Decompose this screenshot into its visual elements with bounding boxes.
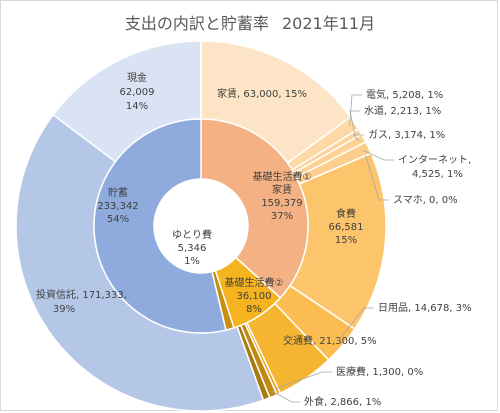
outer-label-7: 日用品, 14,678, 3% <box>378 302 472 314</box>
inner-label-0-line-2: 159,379 <box>261 198 302 209</box>
outer-label-8: 交通費, 21,300, 5% <box>283 334 377 347</box>
outer-label-10: 外食, 2,866, 1% <box>304 395 381 408</box>
outer-label-6-line-1: 66,581 <box>329 222 364 233</box>
inner-label-1-line-2: 8% <box>246 304 262 315</box>
outer-label-3: ガス, 3,174, 1% <box>368 129 445 141</box>
inner-label-3-line-1: 233,342 <box>97 201 138 212</box>
inner-label-2-line-2: 1% <box>184 256 200 267</box>
leader-line-9 <box>276 371 332 389</box>
inner-label-1-line-0: 基礎生活費② <box>225 276 284 289</box>
leader-line-10 <box>270 390 300 403</box>
inner-slice-3 <box>93 118 227 334</box>
outer-label-5: スマホ, 0, 0% <box>393 194 458 206</box>
inner-label-3-line-0: 貯蓄 <box>108 187 128 199</box>
inner-slice-0 <box>200 118 309 299</box>
outer-label-13-line-0: 現金 <box>127 71 147 84</box>
outer-label-4: インターネット, <box>398 154 471 166</box>
inner-label-0-line-0: 基礎生活費① <box>253 170 312 183</box>
outer-label-13-line-1: 62,009 <box>120 87 155 98</box>
leader-line-1 <box>349 94 362 127</box>
inner-label-2-line-1: 5,346 <box>178 243 207 254</box>
inner-label-0-line-3: 37% <box>271 211 293 222</box>
chart-title-row: 支出の内訳と貯蓄率 2021年11月 <box>0 10 500 34</box>
outer-label-12-b: 39% <box>53 304 75 315</box>
outer-label-1: 電気, 5,208, 1% <box>366 88 443 101</box>
inner-label-2-line-0: ゆとり費 <box>172 228 212 241</box>
leader-line-4 <box>362 149 394 161</box>
inner-label-3-line-2: 54% <box>107 214 129 225</box>
outer-label-2: 水道, 2,213, 1% <box>364 104 441 117</box>
outer-label-0: 家賃, 63,000, 15% <box>217 87 307 100</box>
outer-label-6-line-2: 15% <box>335 235 357 246</box>
outer-label-9: 医療費, 1,300, 0% <box>336 365 423 378</box>
inner-label-0-line-1: 家賃 <box>272 183 292 196</box>
outer-label-6-line-0: 食費 <box>336 207 356 220</box>
chart-title: 支出の内訳と貯蓄率 <box>124 14 269 33</box>
outer-label-12: 投資信託, 171,333, <box>36 288 127 301</box>
leader-line-2 <box>349 110 360 135</box>
outer-label-4-b: 4,525, 1% <box>412 169 463 180</box>
leader-line-3 <box>353 134 364 142</box>
outer-label-13-line-2: 14% <box>126 101 148 112</box>
inner-label-1-line-1: 36,100 <box>237 291 272 302</box>
chart-subtitle: 2021年11月 <box>282 14 376 33</box>
leader-line-7 <box>337 307 374 342</box>
leader-line-5 <box>365 155 389 201</box>
